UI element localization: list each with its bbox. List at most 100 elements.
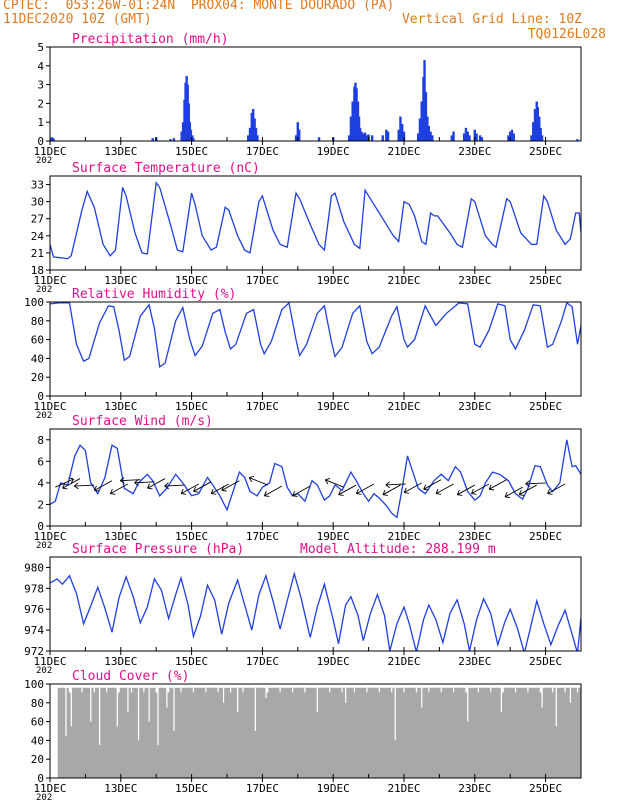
cloud-bar [137,740,140,778]
x-tick-label: 17DEC [246,655,279,668]
cloud-bar [392,687,395,778]
x-year-stub: 202 [36,541,52,551]
precip-bar [248,127,252,141]
wind-y-axis: 0 2 4 6 8 [37,434,50,533]
cloud-bar [148,721,151,778]
cloud-bar [241,692,245,778]
cloud-bar [500,712,503,778]
cloud-bar [220,687,223,778]
x-tick-label: 15DEC [175,145,208,158]
cloud-bar [293,687,296,778]
cloud-bar [197,687,200,778]
cloud-bar [211,687,215,778]
cloud-bar [471,687,475,778]
cloud-bar [369,687,372,778]
cloud-bar [330,687,333,778]
cloud-y-axis: 0 20 40 60 80 100 [24,678,50,785]
cloud-bar [172,731,176,778]
cloud-bar [121,687,124,778]
cloud-bar [254,731,257,778]
panel-pressure: 972 974 976 978 980 11DEC 13DEC 15DEC 17DEC 19DEC… [24,542,582,676]
cloud-bar [195,687,199,778]
x-tick-label: 25DEC [529,400,562,413]
precip-bar [466,131,469,141]
cloud-bar [333,687,337,778]
wind-arrow [55,477,74,488]
x-tick-label: 11DEC [33,782,66,795]
cloud-bar [517,687,521,778]
cloud-bar [489,692,492,778]
x-tick-label: 19DEC [317,655,350,668]
cloud-bar [452,692,455,778]
precip-bar [317,137,321,141]
cloud-bar [340,692,344,778]
rh-title: Relative Humidity (%) [72,287,236,302]
y-tick-label: 5 [37,41,44,54]
x-tick-label: 19DEC [317,400,350,413]
wind-arrow [248,475,268,486]
precip-bar [397,129,400,141]
cloud-bar [107,687,110,778]
cloud-bar [155,692,158,778]
cloud-bar [388,687,392,778]
cloud-bar [461,687,464,778]
cloud-bar [365,692,369,778]
cloud-bar [385,687,388,778]
x-year-stub: 202 [36,666,52,676]
precip-bar [169,139,172,141]
cloud-bar [422,687,425,778]
cloud-bar [307,687,310,778]
precip-bar [294,135,298,141]
y-tick-label: 21 [31,247,44,260]
cloud-bar [339,687,342,778]
wind-arrow [338,484,357,496]
cloud-bar [209,687,213,778]
cloud-bar [436,687,439,778]
x-tick-label: 15DEC [175,655,208,668]
cloud-bar [464,692,468,778]
y-tick-label: 100 [24,296,44,309]
cloud-bar [548,687,551,778]
precip-bar [349,116,353,141]
cloud-bar [217,692,220,778]
cloud-bar [105,692,108,778]
cloud-bar [300,687,303,778]
cloud-bar [484,687,487,778]
cloud-bar [558,687,561,778]
cloud-bar [420,707,423,778]
wind-arrow [62,478,81,490]
cloud-bar [438,687,441,778]
precip-bar [480,137,484,141]
cloud-bar [185,687,188,778]
y-tick-label: 80 [31,697,44,710]
pressure-y-axis: 972 974 976 978 980 [24,561,50,658]
cloud-bar [94,687,98,778]
precip-bar [253,118,256,141]
x-tick-label: 17DEC [246,530,279,543]
cloud-bar [578,687,581,778]
rh-y-axis: 0 20 40 60 80 100 [24,296,50,403]
cloud-bar [408,687,411,778]
cloud-bar [59,687,62,778]
x-tick-label: 13DEC [104,782,137,795]
precip-bar [473,129,476,141]
precip-bar [355,88,358,141]
x-tick-label: 15DEC [175,530,208,543]
cloud-bar [169,687,172,778]
cloud-bar [103,687,107,778]
rh-line [50,302,581,369]
precip-bar [172,138,176,141]
cloud-bar [163,687,167,778]
y-tick-label: 6 [37,455,44,468]
precip-bar [256,135,259,141]
cloud-bar [549,687,553,778]
cloud-bar [544,687,547,778]
precip-bar [181,122,185,141]
cloud-bar [576,692,579,778]
x-tick-label: 19DEC [317,530,350,543]
cloud-bar [270,687,273,778]
cloud-bar [245,687,248,778]
cloud-bar [362,687,365,778]
cloud-bar [202,687,206,778]
